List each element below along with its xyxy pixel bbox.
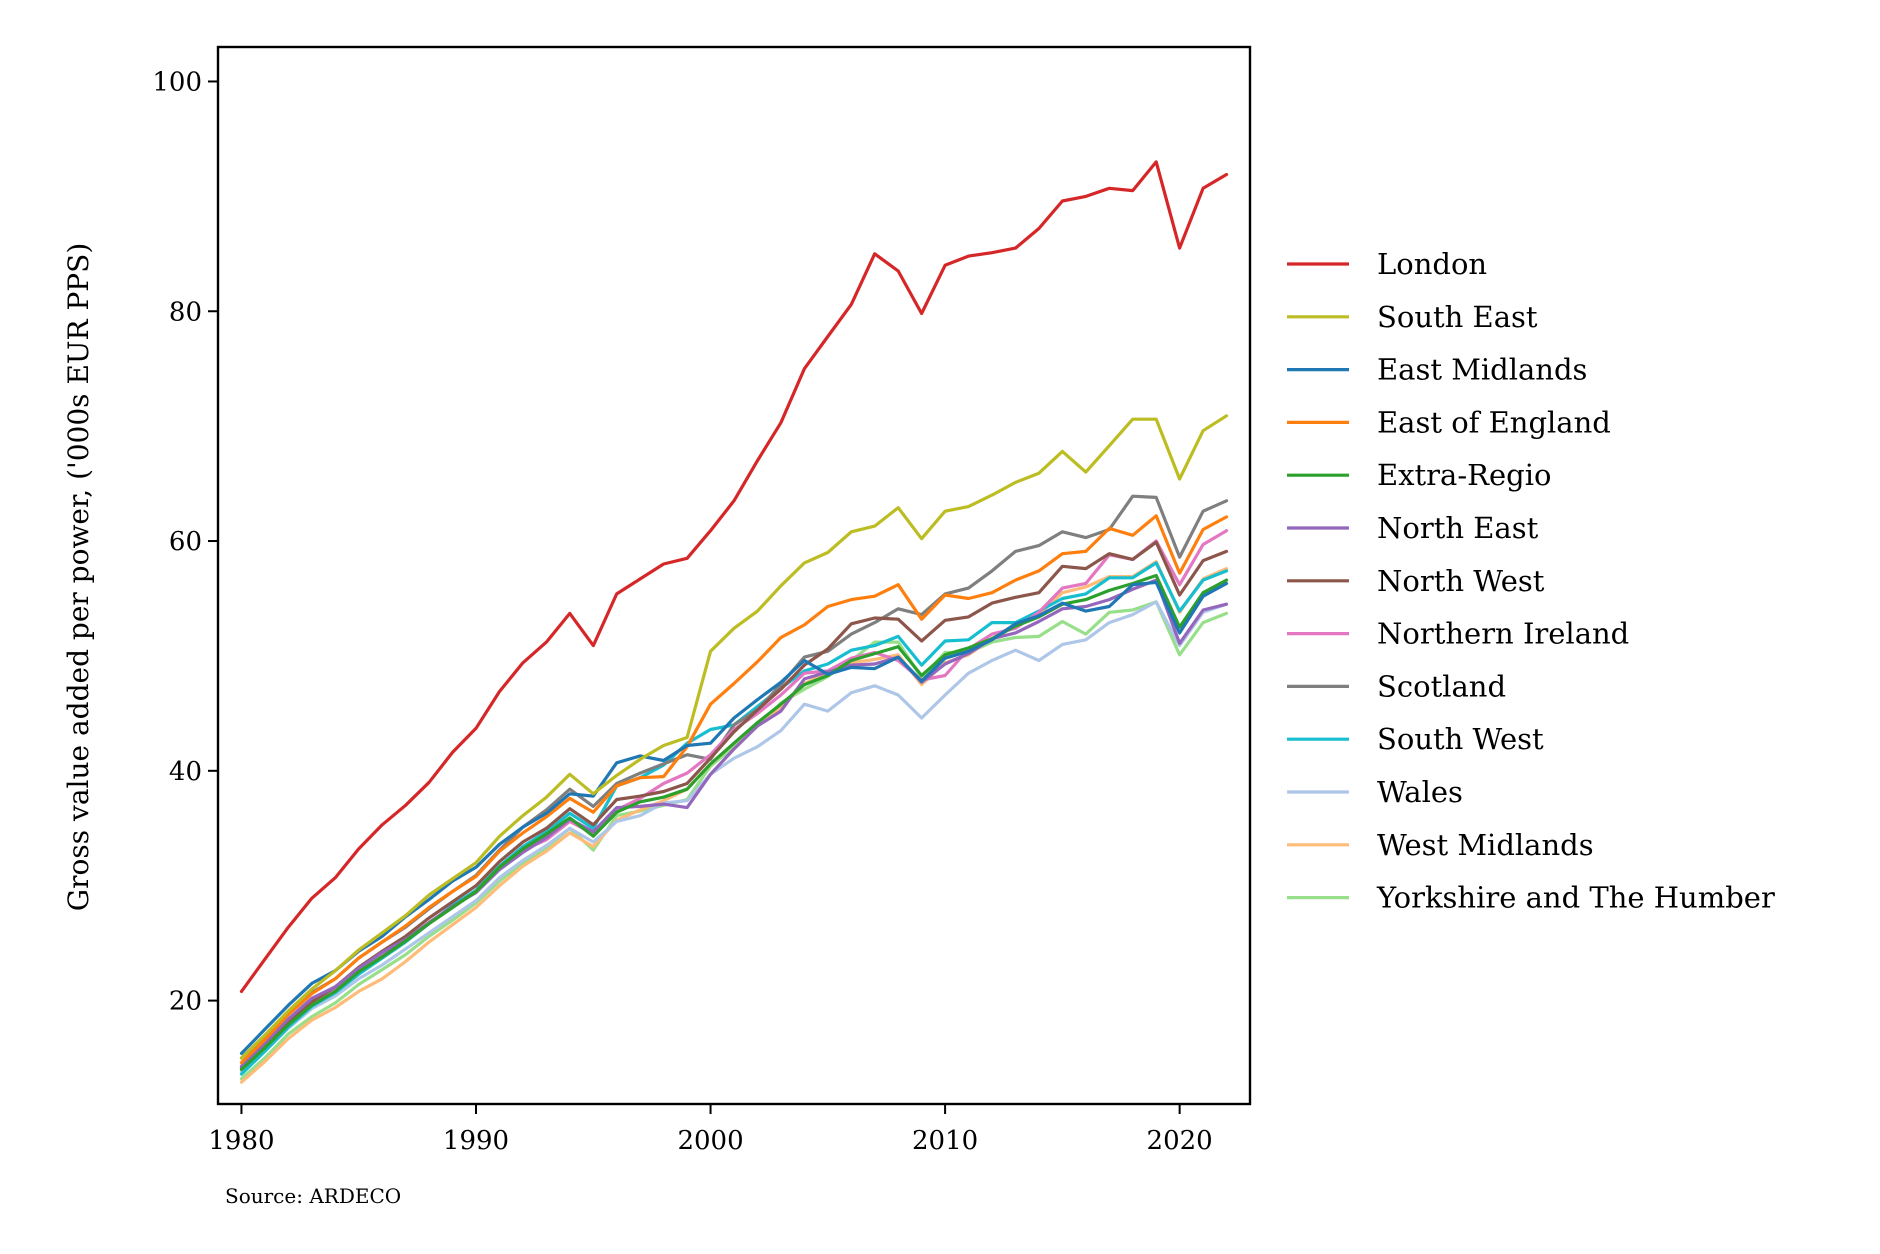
legend-label: North East xyxy=(1377,511,1539,545)
y-tick-label: 20 xyxy=(169,987,202,1017)
legend: London South East East Midlands East of Eng… xyxy=(1287,247,1775,915)
legend-item-east-of-england: East of England xyxy=(1287,405,1611,439)
legend-item-wales: Wales xyxy=(1287,775,1463,809)
y-tick-label: 80 xyxy=(169,297,202,327)
legend-item-yorkshire-and-the-humber: Yorkshire and The Humber xyxy=(1287,881,1775,915)
series-line-london xyxy=(239,160,1229,994)
legend-item-extra-regio: Extra-Regio xyxy=(1287,458,1551,492)
legend-item-west-midlands: West Midlands xyxy=(1287,828,1594,862)
y-tick-label: 40 xyxy=(169,757,202,787)
y-axis: 20 40 60 80 100 xyxy=(152,67,218,1017)
legend-item-northern-ireland: Northern Ireland xyxy=(1287,617,1629,651)
legend-label: Yorkshire and The Humber xyxy=(1376,881,1775,915)
plot-area xyxy=(216,45,1252,1106)
series-line-east-of-england xyxy=(239,514,1229,1065)
x-tick-label: 2010 xyxy=(912,1126,978,1156)
y-tick-label: 100 xyxy=(152,67,202,97)
legend-item-south-east: South East xyxy=(1287,300,1538,334)
series-line-yorkshire-and-the-humber xyxy=(239,600,1229,1081)
legend-label: Scotland xyxy=(1377,669,1506,703)
y-tick-label: 60 xyxy=(169,527,202,557)
legend-label: South East xyxy=(1377,300,1538,334)
series-line-south-east xyxy=(239,414,1229,1060)
series-line-wales xyxy=(239,600,1229,1074)
legend-label: Wales xyxy=(1377,775,1463,809)
y-axis-title: Gross value added per power, ('000s EUR … xyxy=(62,243,95,912)
series-lines xyxy=(239,160,1229,1084)
legend-label: North West xyxy=(1377,564,1545,598)
legend-item-scotland: Scotland xyxy=(1287,669,1506,703)
x-tick-label: 2020 xyxy=(1147,1126,1213,1156)
source-note: Source: ARDECO xyxy=(225,1184,401,1208)
legend-item-north-west: North West xyxy=(1287,564,1545,598)
legend-label: Extra-Regio xyxy=(1377,458,1551,492)
legend-label: London xyxy=(1377,247,1487,281)
x-tick-label: 2000 xyxy=(677,1126,743,1156)
legend-label: East of England xyxy=(1377,405,1611,439)
legend-label: East Midlands xyxy=(1377,353,1587,387)
x-axis: 1980 1990 2000 2010 2020 xyxy=(208,1104,1213,1156)
legend-item-east-midlands: East Midlands xyxy=(1287,353,1587,387)
legend-item-london: London xyxy=(1287,247,1487,281)
legend-label: South West xyxy=(1377,722,1544,756)
x-tick-label: 1990 xyxy=(443,1126,509,1156)
legend-label: Northern Ireland xyxy=(1377,617,1629,651)
plot-frame xyxy=(216,45,1252,1106)
legend-label: West Midlands xyxy=(1377,828,1594,862)
x-tick-label: 1980 xyxy=(208,1126,274,1156)
legend-item-south-west: South West xyxy=(1287,722,1544,756)
series-line-north-west xyxy=(239,540,1229,1071)
legend-item-north-east: North East xyxy=(1287,511,1539,545)
